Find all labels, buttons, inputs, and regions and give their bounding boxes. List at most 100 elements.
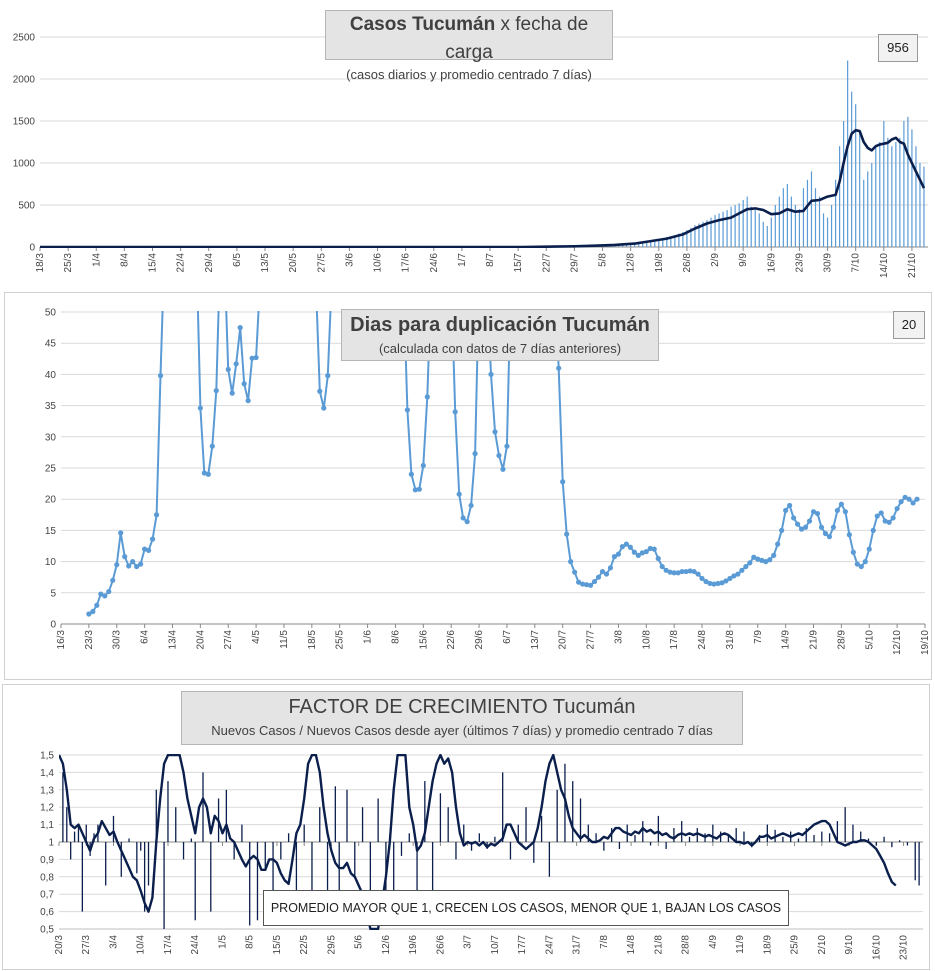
x-tick-label: 9/9 xyxy=(738,253,749,267)
x-tick-label: 20/5 xyxy=(288,253,299,273)
bar xyxy=(919,163,921,247)
bar xyxy=(175,807,177,842)
x-tick-label: 6/5 xyxy=(232,253,243,267)
data-point xyxy=(420,462,426,469)
data-point xyxy=(727,575,733,582)
data-point xyxy=(599,568,606,575)
bar xyxy=(455,842,457,860)
data-point xyxy=(138,561,144,567)
growth-note-box: PROMEDIO MAYOR QUE 1, CRECEN LOS CASOS, … xyxy=(263,890,789,926)
bar xyxy=(303,824,305,842)
data-point xyxy=(130,559,136,565)
data-point xyxy=(492,429,498,435)
bar xyxy=(256,842,259,921)
bar xyxy=(834,179,837,247)
bar xyxy=(839,146,841,247)
bar xyxy=(734,205,736,247)
data-point xyxy=(647,545,653,552)
bar xyxy=(867,838,870,842)
y-tick-label: 0 xyxy=(50,620,56,631)
bar xyxy=(533,842,535,863)
bar xyxy=(77,824,80,842)
data-point xyxy=(317,388,323,394)
data-point xyxy=(675,570,681,576)
bar xyxy=(665,842,667,849)
bar xyxy=(62,772,64,842)
bar xyxy=(742,199,744,247)
bar xyxy=(786,184,788,247)
bar xyxy=(334,786,336,842)
data-point xyxy=(153,512,160,518)
x-tick-label: 15/7 xyxy=(513,253,524,273)
bar xyxy=(690,227,692,247)
bar xyxy=(712,824,714,842)
bar xyxy=(883,121,885,247)
bar xyxy=(326,842,329,912)
data-point xyxy=(233,361,239,367)
data-point xyxy=(504,443,510,449)
bar xyxy=(750,206,752,247)
data-point xyxy=(830,524,837,530)
x-tick-label: 13/4 xyxy=(167,630,178,650)
data-point xyxy=(858,563,864,570)
data-point xyxy=(134,563,140,570)
bar xyxy=(915,146,917,247)
data-point xyxy=(755,556,761,562)
data-point xyxy=(205,471,211,477)
x-tick-label: 19/6 xyxy=(408,935,419,955)
data-point xyxy=(739,567,745,573)
growth-chart: 0,5 0,6 0,7 0,8 0,9 1 1,1 1,2 1,3 1,4 1,5 20/3 27/3 3… xyxy=(40,751,923,960)
bar xyxy=(813,835,815,842)
x-tick-label: 13/5 xyxy=(260,253,271,273)
bar xyxy=(774,205,776,247)
growth-subtitle: Nuevos Casos / Nuevos Casos desde ayer (… xyxy=(211,723,713,738)
bar xyxy=(424,781,426,842)
x-tick-label: 15/4 xyxy=(148,253,159,273)
bar xyxy=(798,209,801,247)
x-tick-label: 20/7 xyxy=(558,630,569,650)
data-point xyxy=(846,532,852,538)
data-point xyxy=(325,373,331,379)
data-point xyxy=(253,354,259,361)
bar xyxy=(762,221,764,247)
bar xyxy=(714,215,716,247)
bar xyxy=(431,842,434,903)
data-point xyxy=(878,510,884,516)
bar xyxy=(70,842,72,860)
y-tick-label: 20 xyxy=(45,495,57,506)
x-tick-label: 8/4 xyxy=(119,253,130,267)
y-tick-label: 500 xyxy=(18,201,35,212)
x-tick-label: 22/4 xyxy=(176,253,187,273)
data-point xyxy=(667,569,673,575)
bar xyxy=(163,842,165,929)
x-tick-label: 20/4 xyxy=(195,630,206,650)
data-point xyxy=(568,559,574,565)
data-point xyxy=(783,507,789,514)
data-point xyxy=(424,394,430,400)
data-point xyxy=(86,611,92,617)
plot-area xyxy=(59,754,920,930)
data-point xyxy=(118,530,124,536)
x-tick-label: 24/7 xyxy=(544,935,555,955)
x-tick-label: 7/9 xyxy=(753,630,764,644)
bar xyxy=(696,828,698,842)
bar xyxy=(346,789,348,842)
bar xyxy=(806,179,809,247)
x-tick-label: 8/5 xyxy=(245,935,256,949)
bar xyxy=(802,188,805,247)
x-tick-label: 1/6 xyxy=(363,630,374,644)
x-tick-label: 4/9 xyxy=(708,935,719,949)
y-tick-label: 30 xyxy=(45,432,57,443)
bar xyxy=(907,116,909,247)
data-point xyxy=(122,554,128,560)
y-tick-label: 10 xyxy=(45,557,57,568)
bar xyxy=(782,188,784,247)
data-point xyxy=(763,559,769,565)
bar xyxy=(682,231,684,247)
doubling-latest-badge: 20 xyxy=(893,311,925,339)
data-point xyxy=(408,471,414,477)
x-tick-label: 12/10 xyxy=(892,630,903,655)
x-tick-label: 16/3 xyxy=(56,630,67,650)
series-line xyxy=(59,754,897,930)
x-tick-label: 3/6 xyxy=(344,253,355,267)
